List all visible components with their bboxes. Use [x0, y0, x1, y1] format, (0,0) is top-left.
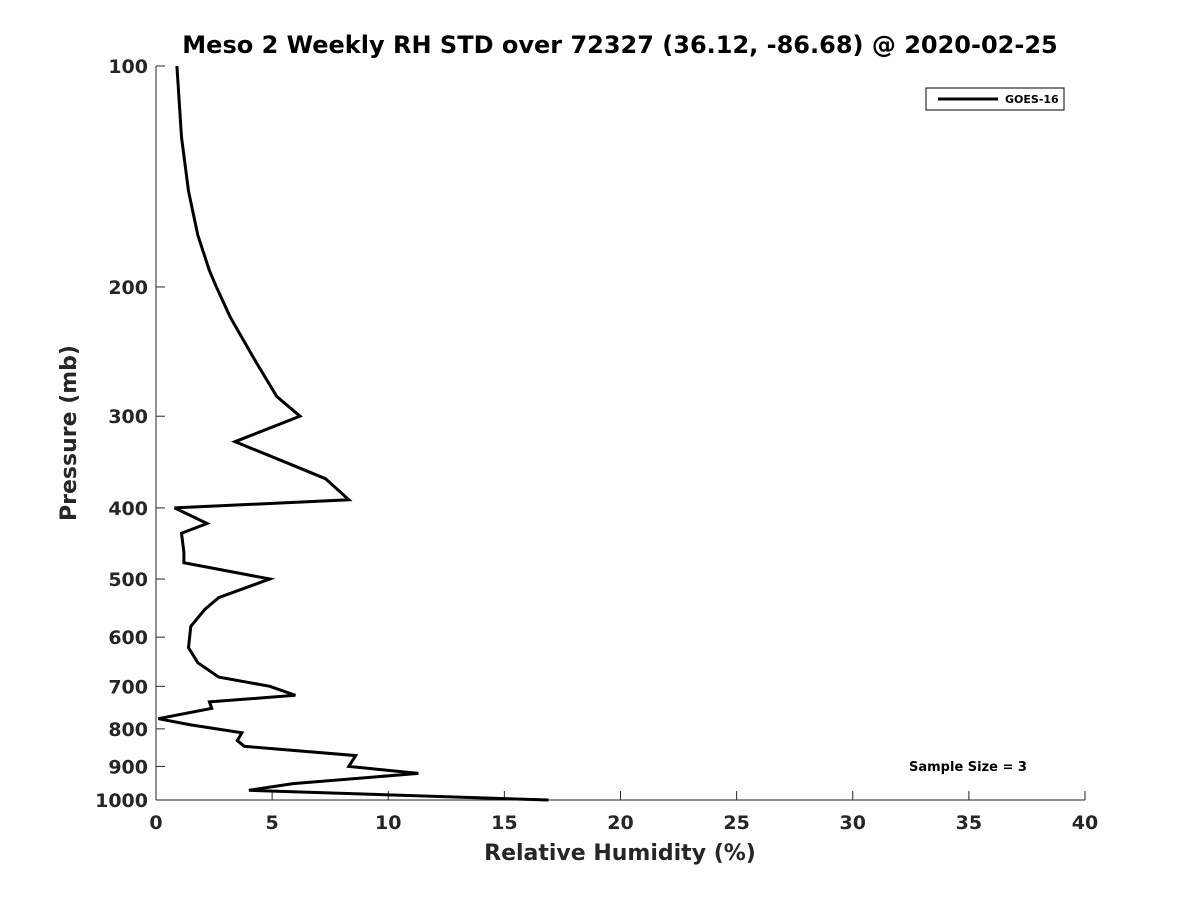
x-tick-label: 0	[149, 812, 162, 834]
x-tick-label: 25	[723, 812, 749, 834]
series-layer	[158, 65, 549, 802]
y-axis-label: Pressure (mb)	[57, 345, 82, 521]
chart-title: Meso 2 Weekly RH STD over 72327 (36.12, …	[182, 31, 1057, 59]
sample-size-annotation: Sample Size = 3	[909, 760, 1027, 775]
x-tick-label: 15	[491, 812, 517, 834]
x-tick-label: 35	[956, 812, 982, 834]
y-tick-label: 1000	[95, 790, 148, 812]
y-tick-label: 800	[108, 719, 148, 741]
y-tick-label: 100	[108, 56, 148, 78]
legend-label: GOES-16	[1005, 93, 1059, 106]
x-tick-label: 30	[840, 812, 866, 834]
x-ticks: 0 5 10 15 20 25 30 35 40	[149, 791, 1098, 834]
y-tick-label: 600	[108, 627, 148, 649]
x-tick-label: 20	[607, 812, 633, 834]
y-ticks: 100 200 300 400 500 600 700 800 900 1000	[95, 56, 165, 812]
plot-area: 0 5 10 15 20 25 30 35 40 100 200 300 400 500 600 700 80…	[95, 56, 1098, 834]
x-tick-label: 5	[266, 812, 279, 834]
series-line-goes-16	[158, 65, 549, 802]
y-tick-label: 700	[108, 676, 148, 698]
x-tick-label: 40	[1072, 812, 1098, 834]
y-tick-label: 900	[108, 756, 148, 778]
y-tick-label: 300	[108, 406, 148, 428]
x-axis-label: Relative Humidity (%)	[484, 841, 756, 866]
x-tick-label: 10	[375, 812, 401, 834]
y-tick-label: 500	[108, 569, 148, 591]
y-tick-label: 400	[108, 498, 148, 520]
y-tick-label: 200	[108, 277, 148, 299]
legend: GOES-16	[925, 87, 1065, 111]
